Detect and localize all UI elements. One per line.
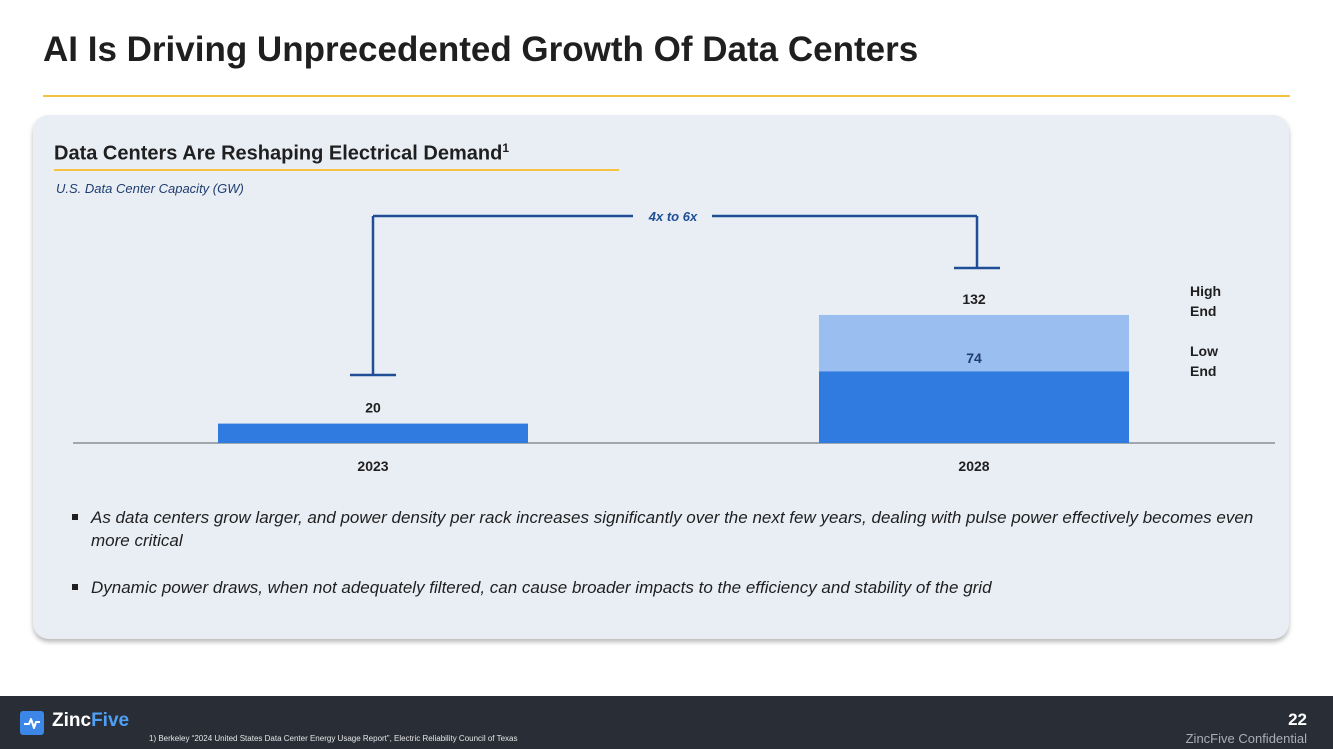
data-label-2023: 20 [365,400,381,416]
bullet-square-icon [72,514,78,520]
capacity-bar-chart: 2023 2028 20 74 132 4x to 6x High End Low End [73,209,1275,474]
pulse-icon [24,718,40,729]
logo-accent: Five [91,710,130,731]
bullet-text: Dynamic power draws, when not adequately… [91,578,992,597]
data-label-2028-low: 74 [966,350,982,366]
zincfive-logo-text: ZincFive [52,710,129,732]
data-label-2028-high: 132 [962,291,986,307]
footer-bar: ZincFive 1) Berkeley “2024 United States… [0,696,1333,749]
bar-2028-high-end [819,314,1129,372]
bullet-item: As data centers grow larger, and power d… [72,506,1267,552]
zincfive-logo-icon [20,711,44,735]
panel-heading: Data Centers Are Reshaping Electrical De… [54,141,509,166]
source-footnote: 1) Berkeley “2024 United States Data Cen… [149,734,518,743]
title-underline [43,95,1290,97]
bar-2028-low-end [819,371,1129,443]
footnote-marker: 1 [502,141,509,155]
legend-high-end: High End [1190,283,1221,319]
legend-low-end: Low End [1190,343,1218,379]
bullet-text: As data centers grow larger, and power d… [91,508,1254,550]
bar-2023-low-end [218,423,528,443]
x-tick-label-2028: 2028 [958,458,989,474]
panel-heading-text: Data Centers Are Reshaping Electrical De… [54,142,503,165]
bullet-list: As data centers grow larger, and power d… [72,506,1267,623]
x-tick-label-2023: 2023 [357,458,388,474]
growth-annotation: 4x to 6x [648,209,698,224]
page-number: 22 [1288,710,1307,729]
bullet-item: Dynamic power draws, when not adequately… [72,576,1267,599]
bullet-square-icon [72,584,78,590]
chart-panel: Data Centers Are Reshaping Electrical De… [33,115,1289,639]
panel-heading-underline [54,169,619,171]
page-title: AI Is Driving Unprecedented Growth Of Da… [43,30,919,69]
confidential-label: ZincFive Confidential [1185,731,1307,746]
logo-primary: Zinc [52,710,92,731]
chart-subtitle: U.S. Data Center Capacity (GW) [56,181,244,196]
